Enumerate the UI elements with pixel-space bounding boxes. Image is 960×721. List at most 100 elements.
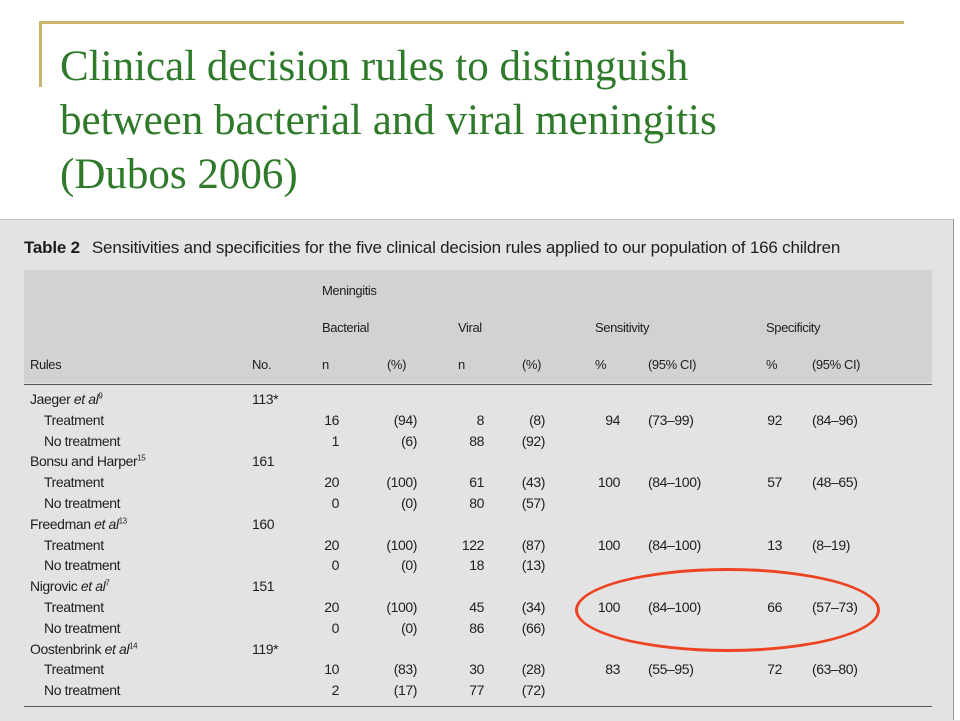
treatment-label: Treatment — [44, 599, 104, 615]
cell-bn: 20 — [324, 474, 339, 491]
cell-bp: (0) — [401, 557, 417, 574]
header-bacterial: Bacterial — [322, 320, 369, 335]
cell-bn: 10 — [324, 661, 339, 678]
cell-bp: (0) — [401, 495, 417, 511]
table-edge-line — [953, 219, 954, 720]
cell-bn: 20 — [324, 536, 339, 553]
cell-vn: 122 — [461, 536, 485, 553]
header-viral-pct: (%) — [522, 357, 542, 372]
cell-vp: (92) — [521, 432, 546, 449]
cell-sens-ci: (55–95) — [648, 661, 694, 678]
cell-vn: 88 — [469, 432, 484, 449]
rule-reference: 13 — [118, 516, 128, 526]
header-divider — [24, 384, 932, 385]
cell-vn: 80 — [469, 495, 484, 511]
rule-reference: 14 — [129, 640, 138, 650]
cell-bn: 20 — [324, 599, 339, 615]
table-edge — [954, 219, 960, 720]
header-viral-n: n — [458, 357, 465, 372]
header-specificity: Specificity — [766, 320, 821, 335]
cell-vn: 45 — [469, 599, 484, 615]
cell-bn: 0 — [331, 619, 340, 636]
cell-vn: 61 — [469, 474, 484, 491]
cell-spec: 92 — [767, 411, 782, 428]
header-rules: Rules — [30, 357, 62, 372]
rule-name-text: Bonsu and Harper — [30, 453, 138, 470]
header-specificity-ci: (95% CI) — [812, 357, 861, 372]
rule-reference: 7 — [105, 578, 110, 588]
header-specificity-pct: % — [766, 357, 778, 372]
rule-name-etal: et al — [104, 640, 130, 657]
cell-bp: (100) — [386, 536, 417, 553]
rule-count: 119* — [252, 640, 279, 657]
cell-bn: 0 — [331, 557, 340, 574]
cell-bp: (94) — [393, 411, 418, 428]
header-sensitivity-ci: (95% CI) — [648, 357, 697, 372]
cell-bn: 16 — [324, 411, 339, 428]
cell-vp: (66) — [521, 619, 546, 636]
cell-vn: 18 — [469, 557, 484, 574]
cell-spec-ci: (8–19) — [812, 536, 851, 553]
header-bacterial-n: n — [322, 357, 329, 372]
treatment-label: Treatment — [44, 661, 104, 678]
frame-left-rule — [39, 21, 42, 87]
rule-count: 160 — [252, 515, 275, 532]
no-treatment-label: No treatment — [44, 495, 121, 511]
cell-vn: 77 — [469, 682, 484, 699]
no-treatment-label: No treatment — [44, 682, 121, 699]
treatment-label: Treatment — [44, 411, 104, 428]
cell-bn: 0 — [331, 495, 340, 511]
cell-vn: 86 — [469, 619, 484, 636]
cell-sens-ci: (84–100) — [648, 536, 701, 553]
cell-sens: 100 — [597, 474, 621, 491]
cell-bn: 1 — [331, 432, 340, 449]
rule-name-etal: et al — [73, 391, 99, 407]
header-no: No. — [252, 357, 272, 372]
cell-bp: (83) — [393, 661, 418, 678]
cell-vp: (87) — [521, 536, 546, 553]
frame-top-rule — [40, 21, 904, 24]
cell-vn: 30 — [469, 661, 484, 678]
cell-spec: 57 — [767, 474, 782, 491]
rule-count: 151 — [252, 578, 275, 595]
cell-bn: 2 — [331, 682, 340, 699]
rule-count: 161 — [252, 453, 275, 470]
rule-reference: 9 — [98, 391, 103, 401]
cell-bp: (17) — [393, 682, 418, 699]
header-sensitivity-pct: % — [595, 357, 607, 372]
cell-spec-ci: (48–65) — [812, 474, 858, 491]
cell-bp: (100) — [386, 599, 417, 615]
rule-name: Nigrovic et al7 — [30, 578, 110, 595]
rule-count: 113* — [252, 391, 279, 407]
rule-name: Bonsu and Harper15 — [30, 453, 146, 470]
cell-sens: 100 — [597, 536, 621, 553]
no-treatment-label: No treatment — [44, 432, 121, 449]
cell-spec-ci: (84–96) — [812, 411, 858, 428]
table-caption-text: Sensitivities and specificities for the … — [91, 238, 841, 257]
table-label: Table 2 — [24, 238, 80, 257]
table-bottom-divider — [24, 706, 932, 707]
header-meningitis: Meningitis — [322, 283, 377, 298]
slide-title-line: Clinical decision rules to distinguish — [60, 43, 689, 90]
table-caption: Table 2 Sensitivities and specificities f… — [24, 238, 840, 258]
cell-vp: (13) — [521, 557, 546, 574]
rule-reference: 15 — [137, 453, 146, 463]
header-sensitivity: Sensitivity — [595, 320, 650, 335]
rule-name-text: Jaeger — [30, 391, 74, 407]
rule-name-text: Oostenbrink — [30, 640, 105, 657]
cell-spec-ci: (63–80) — [812, 661, 858, 678]
cell-sens-ci: (73–99) — [648, 411, 694, 428]
highlight-ellipse — [575, 568, 880, 652]
rule-name-etal: et al — [80, 578, 106, 595]
rule-name: Oostenbrink et al14 — [30, 640, 138, 657]
cell-vp: (43) — [521, 474, 546, 491]
slide-title-line: (Dubos 2006) — [60, 151, 298, 198]
cell-sens: 94 — [605, 411, 620, 428]
rule-name: Jaeger et al9 — [30, 391, 103, 407]
cell-bp: (0) — [401, 619, 417, 636]
rule-name-text: Freedman — [30, 515, 95, 532]
cell-bp: (6) — [401, 432, 417, 449]
cell-bp: (100) — [386, 474, 417, 491]
rule-name-text: Nigrovic — [30, 578, 81, 595]
treatment-label: Treatment — [44, 536, 104, 553]
